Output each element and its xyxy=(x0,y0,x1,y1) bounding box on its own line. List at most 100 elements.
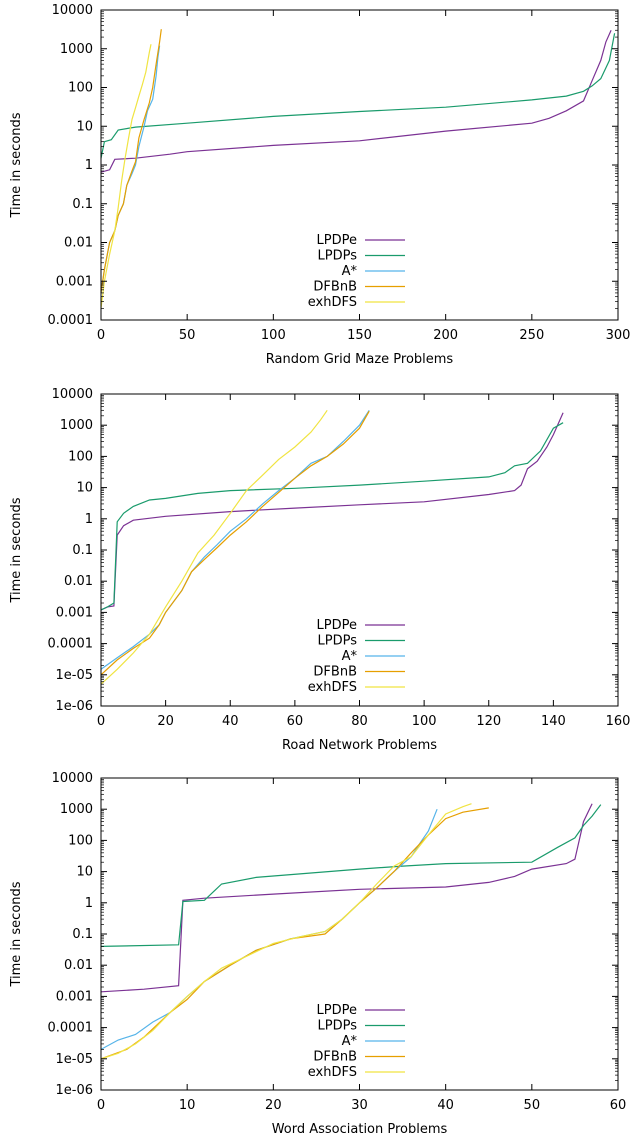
y-tick-label: 0.1 xyxy=(72,927,93,942)
x-tick-label: 40 xyxy=(222,714,239,729)
x-axis-label: Road Network Problems xyxy=(282,738,437,753)
y-tick-label: 0.0001 xyxy=(48,637,94,652)
plot-frame xyxy=(100,393,619,707)
y-tick-label: 10 xyxy=(76,865,93,880)
y-tick-label: 10 xyxy=(76,481,93,496)
x-tick-label: 10 xyxy=(179,1098,196,1113)
y-tick-label: 1e-05 xyxy=(55,1052,93,1067)
series-line-lpdps-2 xyxy=(100,422,564,611)
y-tick-label: 0.01 xyxy=(64,236,93,251)
y-tick-label: 1e-06 xyxy=(55,699,93,714)
x-tick-label: 20 xyxy=(157,714,174,729)
y-tick-label: 100 xyxy=(68,833,93,848)
legend-label: DFBnB xyxy=(313,1050,357,1065)
series-line-lpdps-1 xyxy=(100,33,616,159)
chart-panel-3: 1e-06 1e-05 0.0001 0.001 0.01 0.1 1 10 100 1000 10… xyxy=(9,771,626,1137)
y-tick-label: 100 xyxy=(68,81,93,96)
y-tick-label: 0.001 xyxy=(56,274,93,289)
series-line-dfbnb-2 xyxy=(100,410,370,676)
legend-label: A* xyxy=(342,649,358,664)
y-tick-label: 0.001 xyxy=(56,989,93,1004)
y-tick-label: 100 xyxy=(68,449,93,464)
x-tick-label: 40 xyxy=(437,1098,454,1113)
series-line-dfbnb-3 xyxy=(100,807,489,1060)
series-line-exhdfs-1 xyxy=(100,44,152,309)
y-tick-label: 1e-05 xyxy=(55,668,93,683)
series-line-exhdfs-2 xyxy=(100,409,328,685)
y-tick-label: 1e-06 xyxy=(55,1083,93,1098)
y-tick-label: 1000 xyxy=(60,802,93,817)
y-tick-label: 0.01 xyxy=(64,958,93,973)
series-line-a-3 xyxy=(100,808,438,1050)
x-tick-label: 120 xyxy=(476,714,501,729)
legend-label: LPDPe xyxy=(317,1003,357,1018)
y-tick-label: 10000 xyxy=(52,387,93,402)
x-tick-label: 200 xyxy=(433,328,458,343)
x-tick-label: 140 xyxy=(541,714,566,729)
y-axis-label: Time in seconds xyxy=(9,881,24,987)
legend-label: LPDPe xyxy=(317,233,357,248)
y-axis-label: Time in seconds xyxy=(9,497,24,603)
x-tick-label: 60 xyxy=(610,1098,627,1113)
y-tick-label: 0.01 xyxy=(64,574,93,589)
series-line-dfbnb-1 xyxy=(100,29,162,293)
x-tick-label: 150 xyxy=(347,328,372,343)
x-tick-label: 50 xyxy=(524,1098,541,1113)
y-tick-label: 1 xyxy=(85,512,93,527)
legend-label: DFBnB xyxy=(313,280,357,295)
series-lines xyxy=(100,409,564,685)
y-tick-label: 10000 xyxy=(52,3,93,18)
legend-label: exhDFS xyxy=(308,680,357,695)
legend-label: LPDPs xyxy=(318,634,358,649)
plot-frame xyxy=(100,777,619,1091)
y-tick-label: 1 xyxy=(85,896,93,911)
legend-label: A* xyxy=(342,264,358,279)
series-line-lpdpe-1 xyxy=(100,30,612,173)
x-tick-label: 100 xyxy=(412,714,437,729)
y-tick-label: 1 xyxy=(85,158,93,173)
plot-frame xyxy=(100,9,619,321)
y-tick-label: 0.0001 xyxy=(48,313,94,328)
series-line-exhdfs-3 xyxy=(100,803,472,1060)
legend-label: LPDPe xyxy=(317,618,357,633)
y-tick-label: 10000 xyxy=(52,771,93,786)
x-tick-label: 50 xyxy=(179,328,196,343)
y-tick-label: 0.0001 xyxy=(48,1021,94,1036)
legend-label: LPDPs xyxy=(318,1019,358,1034)
x-tick-label: 160 xyxy=(606,714,631,729)
x-axis-label: Word Association Problems xyxy=(272,1122,448,1137)
chart-panel-2: 1e-061e-050.00010.0010.010.1110100100010… xyxy=(9,387,630,753)
y-tick-label: 0.1 xyxy=(72,197,93,212)
legend-label: DFBnB xyxy=(313,665,357,680)
series-lines xyxy=(100,803,602,1060)
series-lines xyxy=(100,29,616,309)
y-tick-label: 10 xyxy=(76,119,93,134)
legend-label: exhDFS xyxy=(308,1065,357,1080)
y-axis-label: Time in seconds xyxy=(9,112,24,218)
x-tick-label: 0 xyxy=(97,714,105,729)
series-line-lpdpe-3 xyxy=(100,803,593,993)
series-line-lpdps-3 xyxy=(100,804,602,947)
legend-label: A* xyxy=(342,1034,358,1049)
x-axis-label: Random Grid Maze Problems xyxy=(266,352,454,367)
x-tick-label: 20 xyxy=(265,1098,282,1113)
x-tick-label: 60 xyxy=(287,714,304,729)
x-tick-label: 30 xyxy=(351,1098,368,1113)
y-tick-label: 0.001 xyxy=(56,605,93,620)
y-tick-label: 1000 xyxy=(60,42,93,57)
chart-panel-1: 0.0001 0.001 0.01 0.1 1 10 100 1000 10000 0 50 100 1… xyxy=(9,3,630,367)
legend-label: LPDPs xyxy=(318,249,358,264)
x-tick-label: 300 xyxy=(606,328,631,343)
y-tick-label: 1000 xyxy=(60,418,93,433)
legend-label: exhDFS xyxy=(308,295,357,310)
y-tick-label: 0.1 xyxy=(72,543,93,558)
series-line-lpdpe-2 xyxy=(100,412,564,611)
x-tick-label: 80 xyxy=(351,714,368,729)
x-tick-label: 0 xyxy=(97,328,105,343)
x-tick-label: 250 xyxy=(519,328,544,343)
x-tick-label: 100 xyxy=(261,328,286,343)
